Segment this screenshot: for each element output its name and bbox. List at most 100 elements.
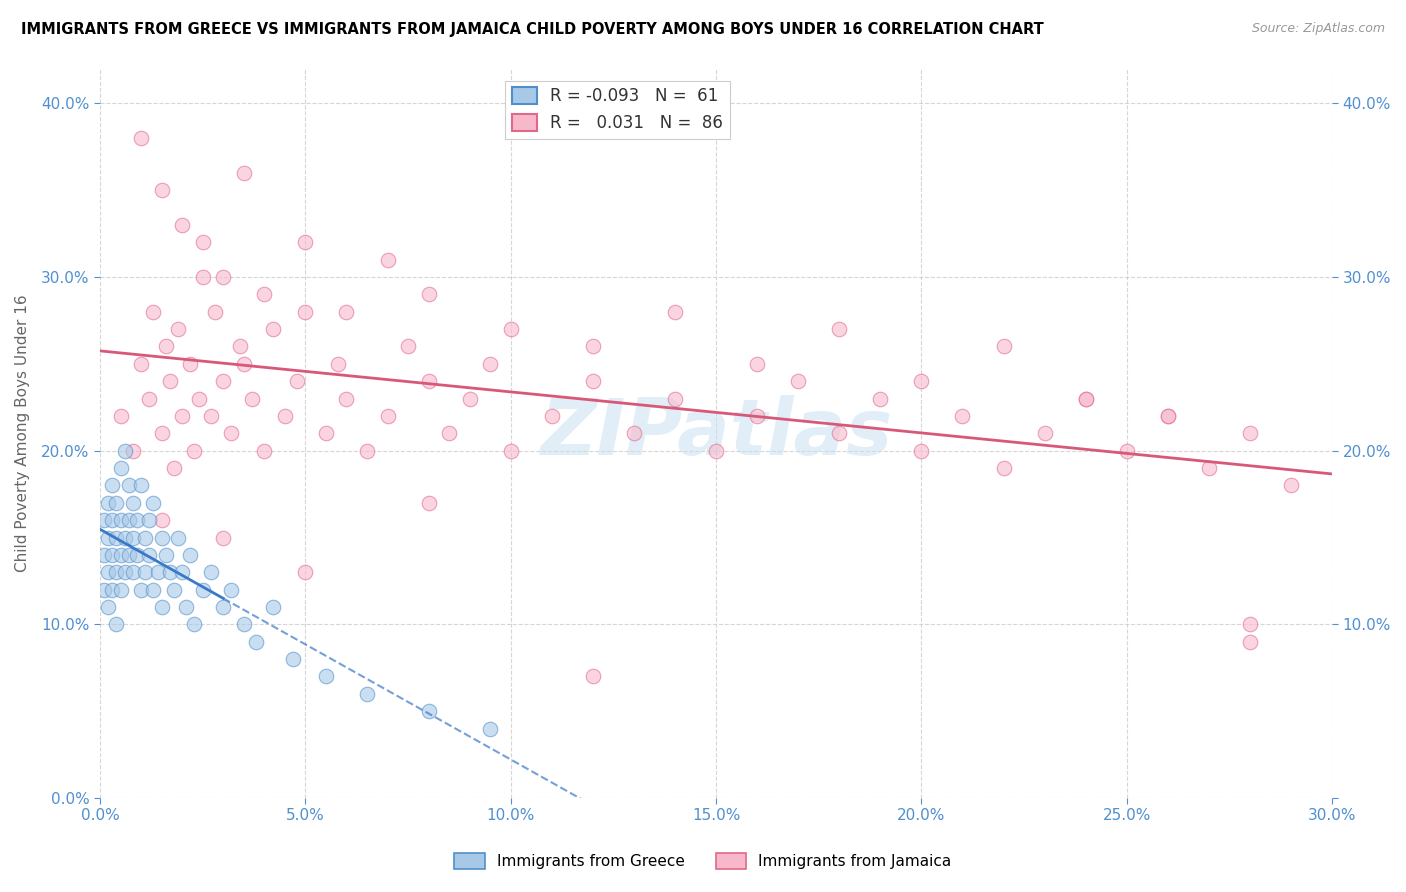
Point <box>134 566 156 580</box>
Point <box>540 409 562 423</box>
Point <box>335 304 357 318</box>
Point <box>118 513 141 527</box>
Point <box>110 409 132 423</box>
Point <box>993 339 1015 353</box>
Point <box>125 513 148 527</box>
Text: Source: ZipAtlas.com: Source: ZipAtlas.com <box>1251 22 1385 36</box>
Point <box>828 426 851 441</box>
Point <box>285 374 308 388</box>
Point <box>150 183 173 197</box>
Point <box>356 443 378 458</box>
Point <box>952 409 974 423</box>
Point <box>114 531 136 545</box>
Point <box>479 357 502 371</box>
Point <box>93 513 115 527</box>
Point <box>105 566 128 580</box>
Point <box>110 548 132 562</box>
Point <box>458 392 481 406</box>
Point <box>869 392 891 406</box>
Point <box>142 304 165 318</box>
Point <box>97 496 120 510</box>
Point <box>129 582 152 597</box>
Text: IMMIGRANTS FROM GREECE VS IMMIGRANTS FROM JAMAICA CHILD POVERTY AMONG BOYS UNDER: IMMIGRANTS FROM GREECE VS IMMIGRANTS FRO… <box>21 22 1043 37</box>
Point <box>183 443 205 458</box>
Y-axis label: Child Poverty Among Boys Under 16: Child Poverty Among Boys Under 16 <box>15 294 30 572</box>
Point <box>200 566 222 580</box>
Point <box>204 304 226 318</box>
Point <box>212 374 235 388</box>
Point <box>134 531 156 545</box>
Point <box>1033 426 1056 441</box>
Point <box>129 357 152 371</box>
Point <box>253 287 276 301</box>
Point <box>294 304 316 318</box>
Point <box>335 392 357 406</box>
Point <box>142 582 165 597</box>
Point <box>356 687 378 701</box>
Point <box>167 531 190 545</box>
Point <box>155 548 177 562</box>
Point <box>150 531 173 545</box>
Point <box>212 531 235 545</box>
Point <box>93 582 115 597</box>
Point <box>146 566 169 580</box>
Point <box>179 548 201 562</box>
Point <box>163 461 186 475</box>
Point <box>418 704 440 718</box>
Point <box>129 478 152 492</box>
Point <box>150 513 173 527</box>
Point <box>377 409 399 423</box>
Point <box>582 669 605 683</box>
Point <box>183 617 205 632</box>
Point <box>93 548 115 562</box>
Point <box>910 443 932 458</box>
Point <box>122 496 145 510</box>
Point <box>155 339 177 353</box>
Point <box>142 496 165 510</box>
Point <box>122 443 145 458</box>
Point <box>281 652 304 666</box>
Point <box>221 426 243 441</box>
Point <box>437 426 460 441</box>
Point <box>150 599 173 614</box>
Point <box>479 722 502 736</box>
Point <box>172 218 194 232</box>
Point <box>418 374 440 388</box>
Point <box>101 513 124 527</box>
Point <box>418 287 440 301</box>
Point <box>582 339 605 353</box>
Point <box>101 478 124 492</box>
Point <box>664 392 686 406</box>
Point <box>664 304 686 318</box>
Point <box>232 166 254 180</box>
Text: ZIPatlas: ZIPatlas <box>540 395 893 471</box>
Point <box>138 548 160 562</box>
Point <box>97 531 120 545</box>
Point <box>499 322 522 336</box>
Point <box>101 582 124 597</box>
Point <box>745 409 768 423</box>
Point <box>129 131 152 145</box>
Point <box>212 599 235 614</box>
Point <box>253 443 276 458</box>
Point <box>138 513 160 527</box>
Point <box>221 582 243 597</box>
Point <box>240 392 263 406</box>
Point <box>187 392 209 406</box>
Point <box>163 582 186 597</box>
Point <box>262 599 284 614</box>
Point <box>122 531 145 545</box>
Point <box>122 566 145 580</box>
Point <box>228 339 250 353</box>
Point <box>105 617 128 632</box>
Point <box>172 566 194 580</box>
Point <box>159 566 181 580</box>
Point <box>274 409 297 423</box>
Point <box>105 531 128 545</box>
Point <box>262 322 284 336</box>
Point <box>294 566 316 580</box>
Point <box>191 582 214 597</box>
Point <box>110 461 132 475</box>
Point <box>1239 634 1261 648</box>
Point <box>105 496 128 510</box>
